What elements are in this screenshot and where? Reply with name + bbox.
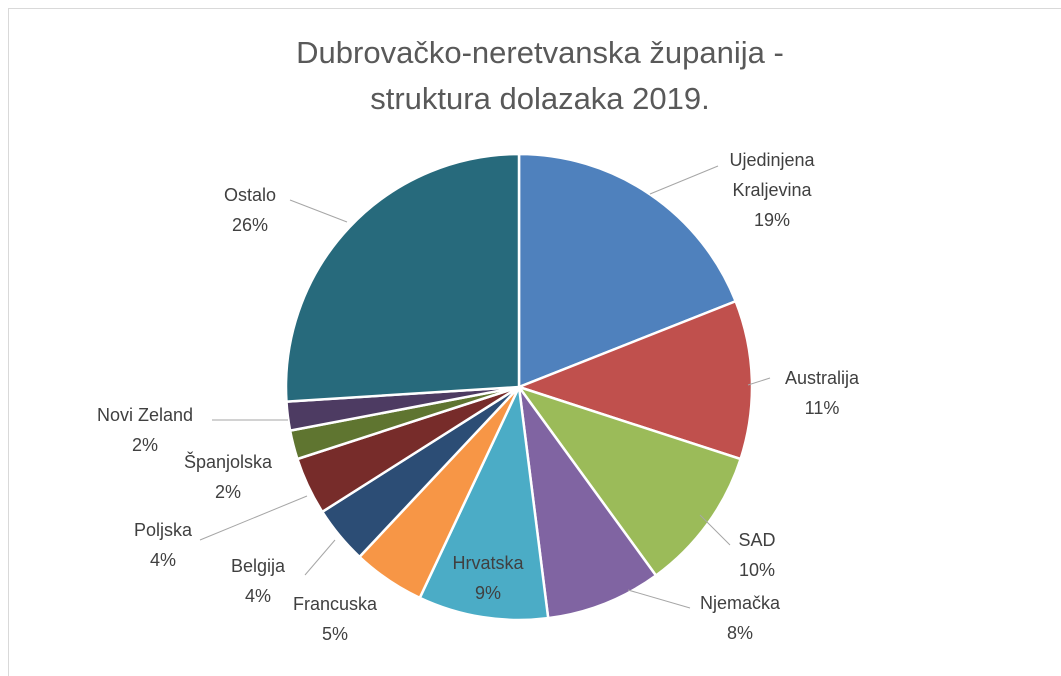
category-label: Španjolska bbox=[183, 452, 273, 472]
category-label: Belgija bbox=[230, 556, 286, 576]
data-label: Francuska 5% bbox=[250, 589, 420, 649]
category-label: Hrvatska bbox=[452, 553, 524, 573]
leader-line bbox=[699, 514, 731, 546]
frame bbox=[8, 8, 1061, 676]
leader-line bbox=[304, 539, 336, 576]
value-label: 2% bbox=[131, 435, 158, 455]
category-label: Francuska bbox=[292, 594, 378, 614]
pie-slice bbox=[418, 382, 550, 622]
category-label: Ostalo bbox=[223, 185, 277, 205]
category-label: Ujedinjena Kraljevina bbox=[729, 150, 815, 200]
value-label: 19% bbox=[753, 210, 791, 230]
value-label: 11% bbox=[804, 398, 840, 418]
category-label: Australija bbox=[784, 368, 860, 388]
value-label: 2% bbox=[214, 482, 241, 502]
data-label: SAD 10% bbox=[672, 525, 842, 585]
category-label: SAD bbox=[738, 530, 776, 550]
leader-line bbox=[649, 165, 719, 195]
value-label: 4% bbox=[244, 586, 271, 606]
category-label: Novi Zeland bbox=[96, 405, 194, 425]
data-label: Belgija 4% bbox=[173, 551, 343, 611]
value-label: 26% bbox=[231, 215, 269, 235]
value-label: 9% bbox=[474, 583, 501, 603]
pie-slice bbox=[515, 299, 754, 461]
pie-slice bbox=[517, 386, 658, 620]
data-label: Ostalo 26% bbox=[165, 180, 335, 240]
leader-line bbox=[289, 199, 348, 223]
chart-title: Dubrovačko-neretvanska županija - strukt… bbox=[296, 35, 784, 116]
leader-line bbox=[199, 495, 308, 541]
value-label: 4% bbox=[149, 550, 176, 570]
leader-line bbox=[627, 589, 691, 609]
data-label: Njemačka 8% bbox=[655, 588, 825, 648]
leader-line bbox=[747, 377, 771, 386]
data-label: Australija 11% bbox=[737, 363, 907, 423]
pie-slice bbox=[284, 152, 521, 403]
data-label: Ujedinjena Kraljevina 19% bbox=[712, 145, 832, 235]
data-label: Poljska 4% bbox=[78, 515, 248, 575]
value-label: 5% bbox=[321, 624, 348, 644]
data-label: Španjolska 2% bbox=[143, 447, 313, 507]
value-label: 8% bbox=[726, 623, 753, 643]
data-label: Hrvatska 9% bbox=[403, 548, 573, 608]
value-label: 10% bbox=[738, 560, 776, 580]
data-label: Novi Zeland 2% bbox=[60, 400, 230, 460]
category-label: Poljska bbox=[133, 520, 193, 540]
category-label: Njemačka bbox=[699, 593, 781, 613]
pie-slice bbox=[517, 152, 738, 389]
pie-slice bbox=[515, 384, 743, 578]
